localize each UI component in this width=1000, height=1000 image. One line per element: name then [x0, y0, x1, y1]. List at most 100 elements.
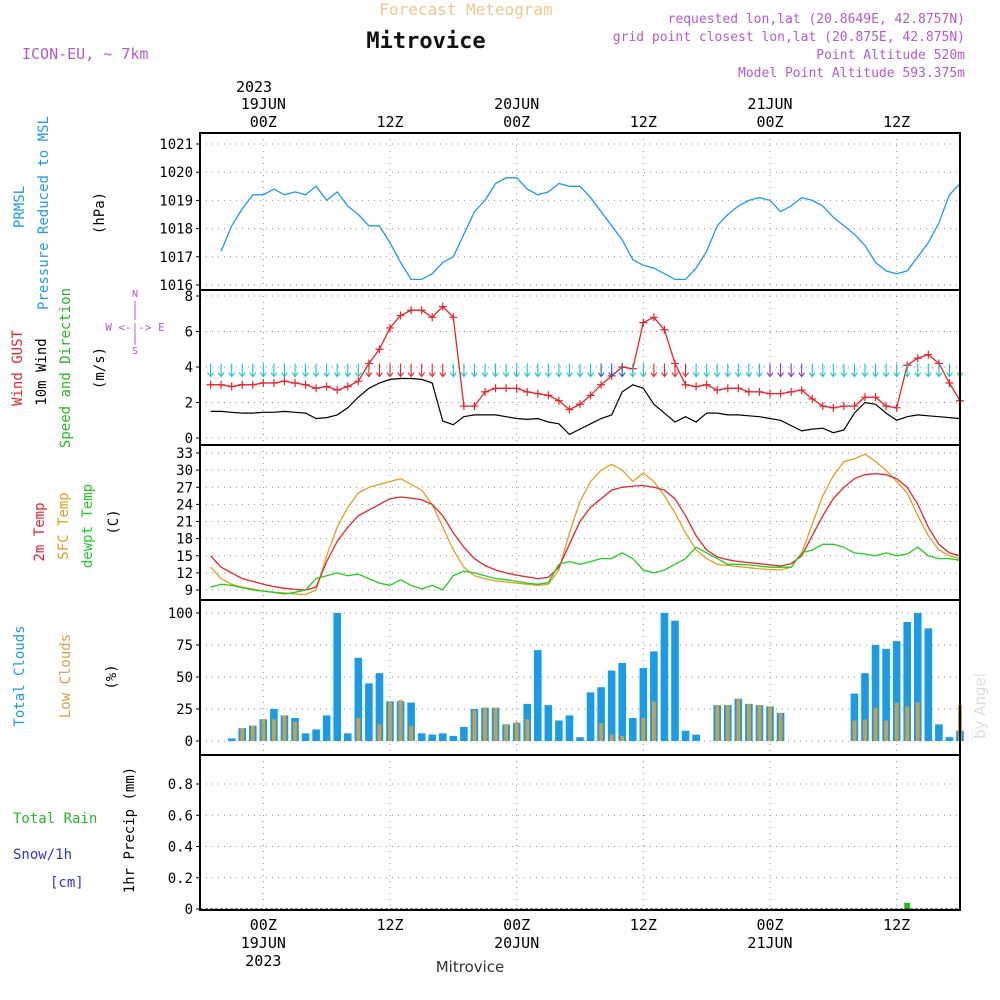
- total-cloud-bar: [586, 692, 595, 741]
- total-cloud-bar: [407, 702, 415, 741]
- footer-location: Mitrovice: [436, 958, 505, 976]
- gust-marker: [924, 350, 933, 359]
- gust-marker: [269, 378, 278, 387]
- gust-marker: [829, 403, 838, 412]
- top-hour-label: 12Z: [376, 113, 403, 131]
- wind-direction-arrow: [777, 363, 784, 378]
- wind-direction-arrow: [449, 363, 457, 378]
- wind-direction-arrow: [692, 363, 700, 378]
- low-cloud-bar: [715, 705, 720, 741]
- low-cloud-bar: [852, 720, 857, 741]
- y-tick-label: 0: [185, 734, 193, 750]
- y-tick-label: 8: [185, 289, 193, 305]
- panel-frames: [199, 132, 961, 911]
- total-cloud-bar: [565, 715, 574, 741]
- y-tick-label: 6: [185, 325, 193, 341]
- wind-direction-arrow: [323, 363, 331, 378]
- wind-direction-arrow: [460, 363, 468, 378]
- wind-direction-arrow: [238, 363, 246, 378]
- low-cloud-bar: [905, 706, 910, 741]
- top-hour-label: 00Z: [503, 113, 530, 131]
- wind-direction-arrow: [576, 363, 584, 378]
- y-tick-label: 100: [168, 606, 193, 622]
- wind-direction-arrow: [555, 363, 563, 378]
- wind-direction-arrow: [629, 363, 637, 378]
- dewpt-label: dewpt Temp: [80, 484, 96, 568]
- gust-marker: [744, 387, 753, 396]
- wind-direction-arrow: [428, 363, 436, 378]
- gust-marker: [375, 345, 384, 354]
- gust-marker: [280, 377, 289, 386]
- requested-coords: requested lon,lat (20.8649E, 42.8757N): [668, 12, 965, 27]
- y-tick-label: 15: [176, 549, 193, 565]
- wind-direction-arrow: [597, 363, 605, 378]
- low-cloud-bar: [240, 728, 245, 741]
- gust-marker: [502, 384, 511, 393]
- total-cloud-bar: [417, 733, 426, 741]
- precip-unit-label: 1hr Precip (mm): [122, 767, 138, 893]
- total-cloud-bar: [882, 648, 890, 741]
- low-cloud-bar: [894, 702, 899, 741]
- total-cloud-bar: [365, 683, 373, 741]
- gust-marker: [755, 387, 764, 396]
- y-tick-label: 4: [185, 360, 193, 376]
- total-cloud-bar: [671, 620, 679, 741]
- total-clouds-label: Total Clouds: [12, 625, 28, 726]
- low-cloud-bar: [768, 706, 772, 741]
- total-cloud-bar: [913, 613, 922, 741]
- gust-marker: [417, 306, 426, 315]
- wind-direction-arrow: [851, 363, 858, 378]
- rain-bar: [904, 902, 911, 909]
- low-cloud-bar: [504, 724, 509, 741]
- gust-marker: [681, 380, 690, 389]
- wind-direction-arrow: [935, 363, 943, 378]
- gust-marker: [797, 386, 806, 395]
- wind-direction-arrow: [502, 363, 510, 378]
- top-day-label: 19JUN: [241, 95, 286, 113]
- compass-we-label: W <-|-> E: [105, 321, 165, 334]
- wind-direction-arrow: [819, 363, 827, 378]
- gust-marker: [533, 389, 542, 398]
- total-cloud-bar: [544, 705, 553, 741]
- low-cloud-bar: [356, 717, 361, 741]
- wind-direction-arrow: [397, 363, 404, 378]
- gust-marker: [407, 306, 416, 315]
- wind-direction-arrow: [903, 363, 911, 378]
- low-cloud-bar: [736, 698, 741, 741]
- wind-direction-arrow: [259, 363, 267, 378]
- wind-direction-arrow: [946, 363, 953, 378]
- y-tick-label: 0.2: [168, 871, 193, 887]
- y-tick-label: 0.4: [168, 840, 193, 856]
- wind-direction-arrow: [566, 363, 573, 378]
- total-cloud-bar: [343, 733, 352, 741]
- y-tick-label: 25: [176, 702, 193, 718]
- gust-marker: [322, 382, 331, 391]
- compass-n-label: N: [132, 289, 138, 300]
- gust-marker: [512, 384, 521, 393]
- model-name: ICON-EU, ~ 7km: [22, 45, 148, 63]
- bottom-hour-label: 12Z: [883, 916, 910, 934]
- gust-marker: [597, 380, 606, 389]
- model-altitude: Model Point Altitude 593.375m: [738, 66, 965, 81]
- gust-marker: [259, 378, 268, 387]
- y-tick-label: 2: [185, 396, 193, 412]
- total-cloud-bar: [628, 717, 637, 741]
- bottom-hour-label: 00Z: [756, 916, 783, 934]
- low-cloud-bar: [620, 735, 625, 741]
- wind-direction-arrow: [376, 363, 383, 378]
- low-cloud-bar: [271, 719, 276, 741]
- total-cloud-bar: [438, 733, 447, 741]
- top-hour-label: 00Z: [250, 113, 277, 131]
- wind-direction-arrow: [544, 363, 552, 378]
- y-tick-label: 27: [176, 480, 193, 496]
- wind10-line: [210, 377, 961, 436]
- bottom-day-label: 21JUN: [747, 934, 792, 952]
- total-cloud-bar: [460, 726, 468, 741]
- y-tick-label: 75: [176, 638, 193, 654]
- wind-direction-arrow: [217, 363, 225, 378]
- gust-marker: [766, 389, 774, 398]
- gust-marker: [470, 402, 479, 411]
- total-cloud-bar: [935, 724, 943, 741]
- low-cloud-bar: [377, 724, 382, 741]
- bottom-hour-label: 12Z: [630, 916, 657, 934]
